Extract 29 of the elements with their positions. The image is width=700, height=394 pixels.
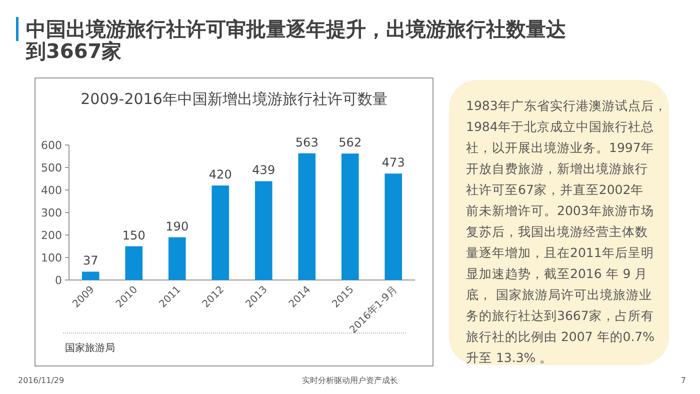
- bar: [254, 181, 272, 280]
- data-label: 150: [122, 228, 146, 242]
- data-label: 473: [382, 156, 405, 170]
- y-tick-label: 0: [55, 274, 62, 287]
- data-label: 37: [82, 254, 98, 268]
- bar: [125, 246, 143, 280]
- y-tick-label: 200: [41, 229, 62, 242]
- data-label: 439: [252, 163, 276, 178]
- bar: [168, 237, 186, 280]
- bar: [384, 174, 402, 280]
- data-label: 190: [166, 219, 189, 234]
- chart-title: 中国出境游旅行社许可审批量逐年提升，出境游旅行社数量达到3667家: [25, 17, 566, 63]
- data-label: 563: [295, 135, 318, 150]
- text: 实时分析驱动用户资产成长: [302, 376, 398, 385]
- text: 7: [680, 376, 686, 385]
- y-tick-label: 500: [41, 162, 62, 174]
- y-tick-label: 400: [41, 184, 62, 197]
- bar: [298, 153, 316, 280]
- text: 2016/11/29: [18, 376, 64, 385]
- chart-subtitle: 2009-2016年中国新增出境游旅行社许可数量: [80, 90, 388, 108]
- text: 国家旅游局: [65, 342, 115, 354]
- data-label: 420: [208, 168, 232, 182]
- y-tick-label: 300: [41, 206, 62, 220]
- bar: [82, 272, 100, 280]
- y-tick-label: 600: [41, 139, 62, 152]
- data-label: 562: [338, 136, 362, 150]
- bar: [212, 186, 230, 280]
- bar: [341, 154, 359, 280]
- y-tick-label: 100: [41, 252, 62, 264]
